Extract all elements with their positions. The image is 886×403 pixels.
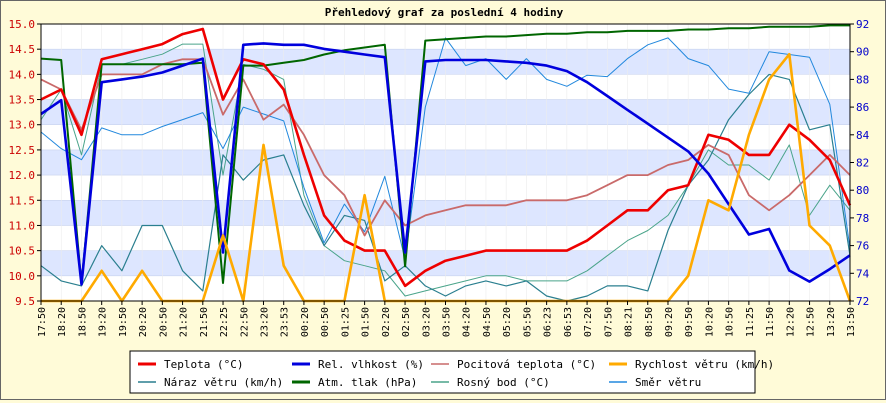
legend: Teplota (°C) Rel. vlhkost (%) Pocitová tep… (129, 350, 774, 394)
x-tick-label: 05:50 (522, 307, 533, 337)
legend-box (129, 350, 756, 394)
series-line (40, 27, 852, 288)
left-tick-label: 10.5 (9, 245, 36, 258)
legend-label: Atm. tlak (hPa) (318, 376, 417, 389)
left-tick-label: 12.0 (9, 169, 36, 182)
x-tick-label: 05:20 (502, 307, 513, 337)
x-tick-label: 00:50 (320, 307, 331, 337)
x-tick-label: 12:50 (806, 307, 817, 337)
x-tick-label: 17:50 (37, 307, 48, 337)
x-tick-label: 18:50 (77, 307, 88, 337)
right-tick-label: 82 (856, 157, 869, 170)
x-tick-label: 04:50 (482, 307, 493, 337)
left-tick-label: 13.5 (9, 94, 36, 107)
x-tick-label: 23:53 (280, 307, 291, 337)
right-tick-label: 72 (856, 295, 869, 308)
series-line (40, 58, 851, 237)
right-tick-label: 74 (856, 267, 870, 280)
x-tick-label: 19:50 (118, 307, 129, 337)
legend-label: Náraz větru (km/h) (164, 376, 283, 389)
series-line (40, 73, 851, 302)
x-tick-label: 00:20 (300, 307, 311, 337)
left-tick-label: 10.0 (9, 270, 36, 283)
x-tick-label: 02:50 (401, 307, 412, 337)
x-tick-label: 09:50 (684, 307, 695, 337)
x-tick-label: 07:20 (583, 307, 594, 337)
left-tick-label: 13.0 (9, 119, 36, 132)
legend-label: Rosný bod (°C) (457, 376, 550, 389)
left-tick-label: 11.5 (9, 194, 36, 207)
legend-label: Teplota (°C) (164, 358, 243, 371)
chart-title: Přehledový graf za poslední 4 hodiny (325, 6, 564, 19)
x-tick-label: 10:50 (725, 307, 736, 337)
x-tick-label: 10:20 (704, 307, 715, 337)
x-tick-label: 20:50 (158, 307, 169, 337)
x-tick-label: 22:25 (219, 307, 230, 337)
right-tick-label: 78 (856, 212, 869, 225)
x-tick-label: 06:53 (563, 307, 574, 337)
x-tick-label: 21:20 (179, 307, 190, 337)
x-tick-label: 22:50 (239, 307, 250, 337)
x-tick-label: 11:50 (765, 307, 776, 337)
x-tick-label: 13:50 (846, 307, 857, 337)
series-line (40, 43, 851, 297)
x-tick-label: 21:50 (199, 307, 210, 337)
right-tick-label: 84 (856, 129, 870, 142)
series-line (40, 37, 851, 260)
left-tick-label: 12.5 (9, 144, 36, 157)
left-tick-label: 15.0 (9, 18, 36, 31)
legend-label: Pocitová teplota (°C) (457, 358, 596, 371)
x-tick-label: 19:20 (98, 307, 109, 337)
left-tick-label: 14.0 (9, 68, 36, 81)
x-tick-label: 03:20 (421, 307, 432, 337)
series-line (40, 24, 850, 286)
x-tick-label: 11:25 (745, 307, 756, 337)
x-tick-label: 06:23 (543, 307, 554, 337)
x-tick-label: 03:50 (442, 307, 453, 337)
x-tick-label: 08:50 (644, 307, 655, 337)
x-tick-label: 02:20 (381, 307, 392, 337)
right-axis-ticks: 72 74 76 78 80 82 84 86 88 90 92 (850, 18, 870, 308)
series-line (40, 42, 851, 286)
left-tick-label: 9.5 (15, 295, 35, 308)
right-tick-label: 80 (856, 184, 869, 197)
legend-label: Směr větru (635, 376, 701, 389)
x-axis-ticks: 17:50 18:20 18:50 19:20 19:50 20:20 20:50 21:20… (37, 301, 857, 337)
x-tick-label: 07:50 (603, 307, 614, 337)
right-tick-label: 92 (856, 18, 869, 31)
x-tick-label: 23:20 (259, 307, 270, 337)
right-tick-label: 88 (856, 73, 869, 86)
legend-label: Rel. vlhkost (%) (318, 358, 424, 371)
x-tick-label: 01:25 (340, 307, 351, 337)
right-tick-label: 86 (856, 101, 869, 114)
x-tick-label: 09:20 (664, 307, 675, 337)
x-tick-label: 12:20 (785, 307, 796, 337)
right-tick-label: 76 (856, 240, 869, 253)
x-tick-label: 08:21 (624, 307, 635, 337)
legend-label: Rychlost větru (km/h) (635, 358, 774, 371)
left-tick-label: 14.5 (9, 43, 36, 56)
x-tick-label: 18:20 (57, 307, 68, 337)
right-tick-label: 90 (856, 46, 869, 59)
x-tick-label: 20:20 (138, 307, 149, 337)
x-tick-label: 01:50 (361, 307, 372, 337)
x-tick-label: 04:20 (462, 307, 473, 337)
left-axis-ticks: 9.5 10.0 10.5 11.0 11.5 12.0 12.5 13.0 13.5 14.0 1… (9, 18, 41, 308)
left-tick-label: 11.0 (9, 219, 36, 232)
x-tick-label: 13:20 (826, 307, 837, 337)
